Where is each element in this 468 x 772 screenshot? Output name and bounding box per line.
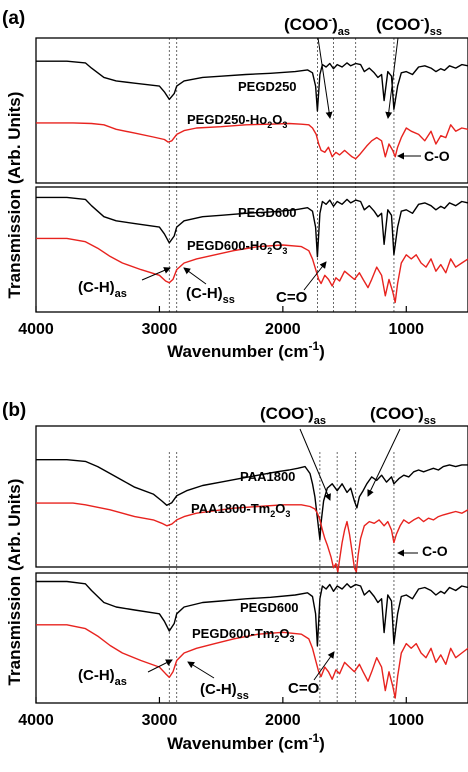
label-c-eq-o: C=O xyxy=(288,680,320,697)
label-c-o: C-O xyxy=(422,543,448,559)
arrow-c-eq-o xyxy=(313,651,335,681)
arrow-coo-ss xyxy=(385,37,399,119)
panel-b-xlabel: Wavenumber (cm-1) xyxy=(167,731,325,753)
xlabel-exp: -1 xyxy=(309,339,320,353)
series-line-pegd250-ho2o3 xyxy=(36,122,468,160)
label-paa1800-tm2o3: PAA1800-Tm2O3 xyxy=(191,501,290,519)
panel-b-sub-bottom: PEGD600 PEGD600-Tm2O3 (C-H)as (C-H)ss C=… xyxy=(35,572,468,704)
plot-frame xyxy=(35,37,468,184)
series-line-pegd250 xyxy=(36,60,468,112)
arrow-c-eq-o xyxy=(303,261,327,291)
arrow-ch-ss xyxy=(187,661,215,679)
x-tick-label: 1000 xyxy=(388,321,424,338)
label-coo-ss: (COO-)ss xyxy=(370,403,436,427)
arrow-ch-as xyxy=(147,659,173,673)
label-c-eq-o: C=O xyxy=(276,289,308,306)
label-coo-ss: (COO-)ss xyxy=(376,14,442,38)
label-pegd600-tm2o3: PEGD600-Tm2O3 xyxy=(192,626,295,644)
x-tick-label: 3000 xyxy=(142,321,178,338)
arrow-ch-ss xyxy=(183,267,207,285)
xlabel-close: ) xyxy=(319,734,325,753)
arrow-ch-as xyxy=(141,267,171,281)
series-line-pegd600 xyxy=(36,196,468,258)
panel-b-sub-top: PAA1800 PAA1800-Tm2O3 (COO-)as (COO-)ss … xyxy=(35,403,468,573)
panel-a-sub-top: PEGD250 PEGD250-Ho2O3 (COO-)as (COO-)ss … xyxy=(35,14,468,184)
series-line-pegd600-tm2o3 xyxy=(36,624,468,699)
panel-b-ylabel: Transmission (Arb. Units) xyxy=(5,479,24,686)
label-ch-ss: (C-H)ss xyxy=(186,285,235,306)
plot-frame xyxy=(35,572,468,704)
panel-a-sub-bottom: PEGD600 PEGD600-Ho2O3 (C-H)as (C-H)ss C=… xyxy=(35,186,468,313)
panel-a-xaxis: 4000 3000 2000 1000 xyxy=(18,306,424,338)
xlabel-exp: -1 xyxy=(309,731,320,745)
x-tick-label: 4000 xyxy=(18,712,54,729)
label-ch-ss: (C-H)ss xyxy=(200,681,249,702)
xlabel-word: Wavenumber xyxy=(167,342,274,361)
xlabel-unit: (cm xyxy=(278,734,308,753)
x-tick-label: 2000 xyxy=(265,712,301,729)
label-c-o: C-O xyxy=(424,148,450,164)
svg-text:Wavenumber(cm-1): Wavenumber (cm-1) xyxy=(167,339,325,361)
x-tick-label: 3000 xyxy=(142,712,178,729)
panel-a-ylabel: Transmission (Arb. Units) xyxy=(5,92,24,299)
label-coo-as: (COO-)as xyxy=(260,403,326,427)
plot-frame xyxy=(35,425,468,568)
label-pegd250-ho2o3: PEGD250-Ho2O3 xyxy=(187,112,287,130)
x-tick-label: 1000 xyxy=(388,712,424,729)
series-line-pegd600-ho2o3 xyxy=(36,237,468,304)
label-ch-as: (C-H)as xyxy=(78,667,127,688)
plot-frame xyxy=(35,186,468,313)
label-ch-as: (C-H)as xyxy=(78,279,127,300)
xlabel-close: ) xyxy=(319,342,325,361)
label-paa1800: PAA1800 xyxy=(240,469,295,484)
xlabel-word: Wavenumber xyxy=(167,734,274,753)
svg-text:Wavenumber(cm-1): Wavenumber (cm-1) xyxy=(167,731,325,753)
label-pegd600-ho2o3: PEGD600-Ho2O3 xyxy=(187,238,287,256)
label-pegd600: PEGD600 xyxy=(240,600,299,615)
x-tick-label: 2000 xyxy=(265,321,301,338)
panel-b-label: (b) xyxy=(2,400,26,421)
panel-a-label: (a) xyxy=(2,8,25,29)
arrow-coo-as xyxy=(299,428,331,501)
series-line-paa1800 xyxy=(36,459,468,541)
panel-a-guides xyxy=(168,38,395,312)
label-coo-as: (COO-)as xyxy=(284,14,350,38)
arrow-coo-ss xyxy=(367,428,401,497)
label-pegd600: PEGD600 xyxy=(238,205,297,220)
label-pegd250: PEGD250 xyxy=(238,79,297,94)
series-line-pegd600 xyxy=(36,580,468,647)
panel-b: (b) Transmission (Arb. Units) Wavenumber… xyxy=(2,400,468,753)
panel-b-xaxis: 4000 3000 2000 1000 xyxy=(18,697,424,729)
x-tick-label: 4000 xyxy=(18,321,54,338)
xlabel-unit: (cm xyxy=(278,342,308,361)
panel-a: (a) Transmission (Arb. Units) Wavenumber… xyxy=(2,8,468,361)
series-line-paa1800-tm2o3 xyxy=(36,502,468,573)
arrow-coo-as xyxy=(317,37,333,119)
panel-a-xlabel: Wavenumber (cm-1) xyxy=(167,339,325,361)
